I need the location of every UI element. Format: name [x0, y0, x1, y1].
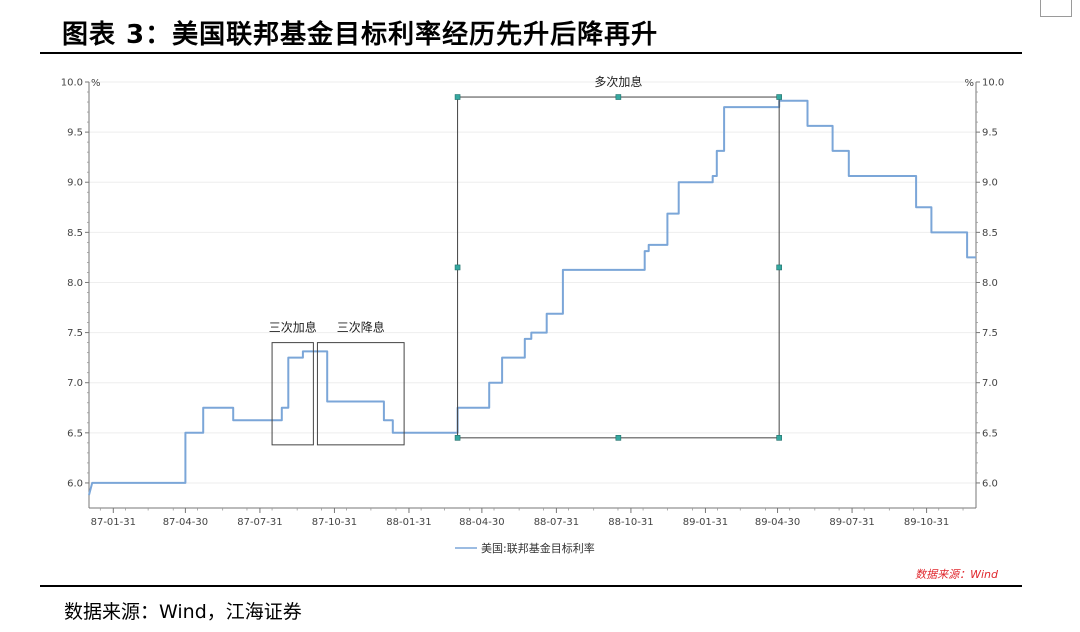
x-tick-label: 87-01-31: [91, 517, 136, 528]
y-tick-label-right: 6.5: [982, 428, 998, 439]
selection-handle: [454, 94, 461, 100]
x-axis-ticks: 87-01-31 87-04-30 87-07-31 87-10-31 88-01-31…: [91, 508, 964, 528]
y-tick-label-left: 7.0: [67, 378, 83, 389]
source-footer: 数据来源：Wind，江海证券: [64, 601, 302, 623]
series-line: [88, 99, 976, 496]
x-tick-label: 88-04-30: [459, 517, 504, 528]
y-tick-label-right: 8.0: [982, 278, 998, 289]
title-rule: [40, 52, 1022, 54]
selection-handle: [615, 94, 622, 100]
chart-axes: [88, 82, 977, 509]
y-tick-label-right: 10.0: [982, 78, 1004, 89]
selection-handle: [454, 264, 461, 271]
y-axis-left-ticks: 6.0 6.5 7.0 7.5 8.0 8.5 9.0 9.5 10.0: [61, 78, 89, 489]
chart-legend: 美国:联邦基金目标利率: [455, 541, 595, 555]
series-layer: [88, 99, 976, 496]
footer-rule: [40, 585, 1022, 587]
figure-title: 图表 3：美国联邦基金目标利率经历先升后降再升: [62, 20, 659, 50]
y-tick-label-left: 8.0: [67, 278, 83, 289]
y-axis-left-unit: %: [91, 78, 101, 89]
y-tick-label-right: 7.5: [982, 328, 998, 339]
selection-handle: [776, 94, 782, 100]
annotation-label: 三次降息: [337, 320, 385, 335]
x-tick-label: 87-10-31: [312, 517, 357, 528]
y-tick-label-right: 8.5: [982, 228, 998, 239]
y-axis-right-unit: %: [964, 78, 974, 89]
x-tick-label: 87-07-31: [237, 517, 282, 528]
chart-source-note: 数据来源：Wind: [915, 568, 999, 581]
window-corner-box: [1040, 0, 1072, 17]
x-tick-label: 89-07-31: [829, 517, 874, 528]
x-tick-label: 88-10-31: [608, 517, 653, 528]
selection-handle: [776, 435, 782, 441]
annotation-label: 多次加息: [594, 74, 642, 89]
y-tick-label-left: 6.5: [67, 428, 83, 439]
y-axis-right-ticks: 6.0 6.5 7.0 7.5 8.0 8.5 9.0 9.5 10.0: [976, 78, 1004, 489]
y-tick-label-right: 6.0: [982, 478, 998, 489]
annotation-box: [271, 342, 314, 446]
x-tick-label: 89-01-31: [683, 517, 728, 528]
annotation-layer: 三次加息 三次降息 多次加息: [269, 74, 782, 446]
selection-handle: [615, 435, 622, 441]
x-tick-label: 88-07-31: [534, 517, 579, 528]
annotation-box: [316, 342, 405, 446]
y-tick-label-right: 7.0: [982, 378, 998, 389]
annotation-label: 三次加息: [269, 320, 317, 335]
chart-gridlines: [89, 81, 976, 484]
y-tick-label-left: 7.5: [67, 328, 83, 339]
y-tick-label-left: 9.5: [67, 128, 83, 139]
y-tick-label-right: 9.5: [982, 128, 998, 139]
y-tick-label-left: 9.0: [67, 178, 83, 189]
selection-handle: [454, 435, 461, 441]
y-tick-label-left: 8.5: [67, 228, 83, 239]
x-tick-label: 89-10-31: [904, 517, 949, 528]
y-tick-label-left: 6.0: [67, 478, 83, 489]
x-tick-label: 87-04-30: [163, 517, 208, 528]
rate-line-chart: 6.0 6.5 7.0 7.5 8.0 8.5 9.0 9.5 10.0 6.0 6.5 7.0 7.…: [61, 74, 1005, 581]
y-tick-label-left: 10.0: [61, 78, 83, 89]
annotation-box: [457, 96, 780, 439]
x-tick-label: 88-01-31: [386, 517, 431, 528]
x-tick-label: 89-04-30: [755, 517, 800, 528]
selection-handle: [776, 264, 782, 271]
legend-label: 美国:联邦基金目标利率: [481, 541, 595, 555]
y-tick-label-right: 9.0: [982, 178, 998, 189]
